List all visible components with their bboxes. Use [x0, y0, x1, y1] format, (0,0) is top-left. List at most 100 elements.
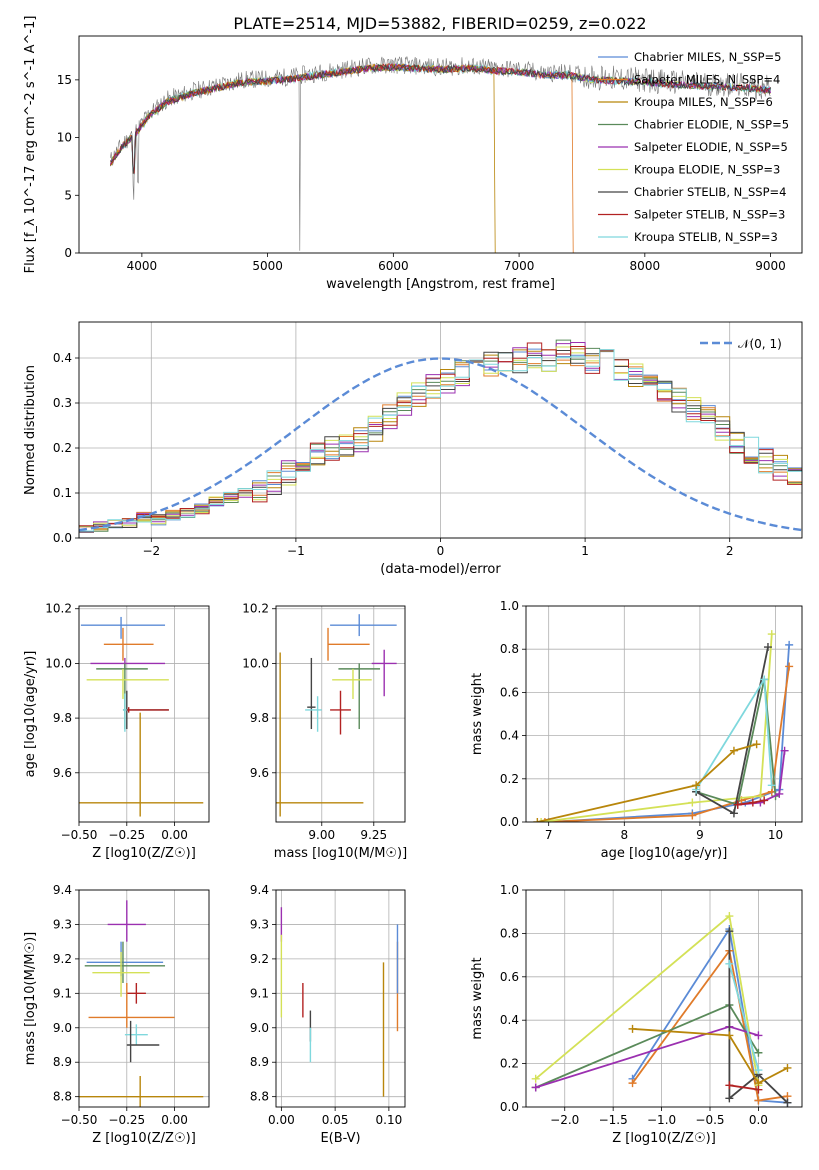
x-axis-label: Z [log10(Z/Z☉)] — [612, 1131, 716, 1146]
weight-marker — [725, 1031, 734, 1040]
y-tick-label: 0.6 — [500, 970, 519, 984]
y-tick-label: 10.0 — [242, 656, 269, 670]
weight-marker — [533, 818, 542, 822]
weight-marker — [754, 1096, 763, 1105]
y-tick-label: 9.1 — [53, 986, 72, 1000]
y-tick-label: 0.8 — [500, 926, 519, 940]
y-tick-label: 9.8 — [53, 711, 72, 725]
y-tick-label: 8.8 — [53, 1090, 72, 1104]
errorbar-point — [122, 693, 127, 732]
x-axis-label: age [log10(age/yr)] — [601, 846, 728, 861]
errorbar-point — [126, 707, 169, 713]
x-tick-label: 7 — [545, 828, 553, 842]
x-tick-label: 9.25 — [360, 828, 387, 842]
x-tick-label: −0.25 — [108, 1113, 145, 1127]
errorbar-point — [371, 649, 397, 697]
x-tick-label: 9 — [696, 828, 704, 842]
y-tick-label: 9.8 — [250, 711, 269, 725]
x-tick-label: 0.0 — [749, 1113, 768, 1127]
y-tick-label: 10.2 — [242, 602, 269, 616]
weight-marker — [760, 796, 769, 805]
normal-curve — [79, 357, 802, 532]
errorbar-point — [332, 668, 372, 699]
legend-label: Salpeter STELIB, N_SSP=3 — [634, 208, 785, 222]
plot-area — [276, 614, 397, 817]
errorbar-point — [79, 1076, 204, 1107]
y-tick-label: 10 — [57, 131, 72, 145]
y-tick-label: 9.6 — [250, 766, 269, 780]
weight-marker — [763, 643, 772, 652]
weight-marker — [780, 746, 789, 755]
errorbar-point — [327, 627, 370, 661]
x-tick-label: −2.0 — [550, 1113, 579, 1127]
axes-frame — [275, 605, 406, 823]
y-tick-label: 0.0 — [500, 815, 519, 829]
weight-marker — [783, 1098, 792, 1107]
errorbar-point — [305, 696, 322, 732]
weight-line-2 — [632, 1028, 788, 1085]
errorbar-point — [84, 941, 166, 983]
y-tick-label: 15 — [57, 73, 72, 87]
legend-label: Chabrier MILES, N_SSP=5 — [634, 50, 781, 64]
spectrum-legend: Chabrier MILES, N_SSP=5 Salpeter MILES, N… — [598, 50, 789, 244]
weight-marker — [754, 1066, 763, 1075]
y-tick-label: 8.8 — [250, 1090, 269, 1104]
axes-frame — [525, 889, 803, 1108]
axes-frame — [78, 35, 803, 254]
axes-frame — [78, 605, 210, 823]
panel-mass_vs_Z: −0.50 −0.25 0.00 8.8 8.9 9.0 9.1 9.2 9.3 9.4 Z [lo… — [23, 883, 210, 1146]
weight-line-6 — [728, 931, 789, 1104]
plot-area — [533, 630, 794, 822]
weight-marker — [628, 1024, 637, 1033]
axes-frame — [525, 605, 803, 823]
errorbar-point — [330, 690, 351, 735]
residual-histogram-8 — [79, 349, 802, 538]
plot-area — [110, 56, 772, 253]
x-tick-label: −2 — [142, 544, 160, 558]
y-tick-label: 0.3 — [53, 396, 72, 410]
x-axis-label: (data-model)/error — [380, 562, 501, 577]
y-tick-label: 9.0 — [250, 1021, 269, 1035]
y-tick-label: 0.1 — [53, 486, 72, 500]
axes-frame — [78, 321, 803, 539]
weight-marker — [785, 640, 794, 649]
y-tick-label: 9.0 — [53, 1021, 72, 1035]
weight-marker — [754, 1031, 763, 1040]
x-axis-label: mass [log10(M/M☉)] — [274, 846, 407, 861]
y-tick-label: 8.9 — [250, 1055, 269, 1069]
weight-marker — [531, 1074, 540, 1083]
y-tick-label: 9.3 — [53, 917, 72, 931]
weight-line-8 — [728, 963, 760, 1071]
errorbar-point — [338, 663, 381, 730]
y-tick-label: 10.0 — [45, 656, 72, 670]
x-tick-label: 1 — [581, 544, 589, 558]
x-tick-label: 8000 — [630, 259, 661, 273]
observed-spectrum — [110, 56, 771, 251]
weight-marker — [729, 746, 738, 755]
x-tick-label: 10 — [768, 828, 783, 842]
errorbar-point — [307, 657, 316, 730]
weight-marker — [752, 740, 761, 749]
y-tick-label: 0.0 — [53, 531, 72, 545]
x-tick-label: 9000 — [755, 259, 786, 273]
x-tick-label: 0.00 — [268, 1113, 295, 1127]
y-axis-label: Normed distribution — [23, 365, 38, 495]
errorbar-point — [80, 616, 166, 639]
weight-marker — [688, 811, 697, 820]
y-tick-label: 9.4 — [250, 883, 269, 897]
x-tick-label: −0.50 — [61, 828, 98, 842]
y-tick-label: 1.0 — [500, 883, 519, 897]
panel-residual_hist: −2 −1 0 1 2 0.0 0.1 0.2 0.3 0.4 (data-model)/error… — [23, 321, 803, 577]
legend-label: Kroupa STELIB, N_SSP=3 — [634, 230, 778, 244]
axes-frame — [275, 889, 406, 1108]
x-tick-label: 5000 — [252, 259, 283, 273]
errorbar-point — [330, 614, 397, 637]
x-tick-label: 0.05 — [322, 1113, 349, 1127]
weight-marker — [760, 675, 769, 684]
errorbar-point — [276, 652, 364, 817]
x-tick-label: 0.00 — [161, 828, 188, 842]
y-tick-label: 0.6 — [500, 685, 519, 699]
y-tick-label: 1.0 — [500, 599, 519, 613]
x-tick-label: −1.0 — [647, 1113, 676, 1127]
plot-area — [79, 616, 204, 817]
